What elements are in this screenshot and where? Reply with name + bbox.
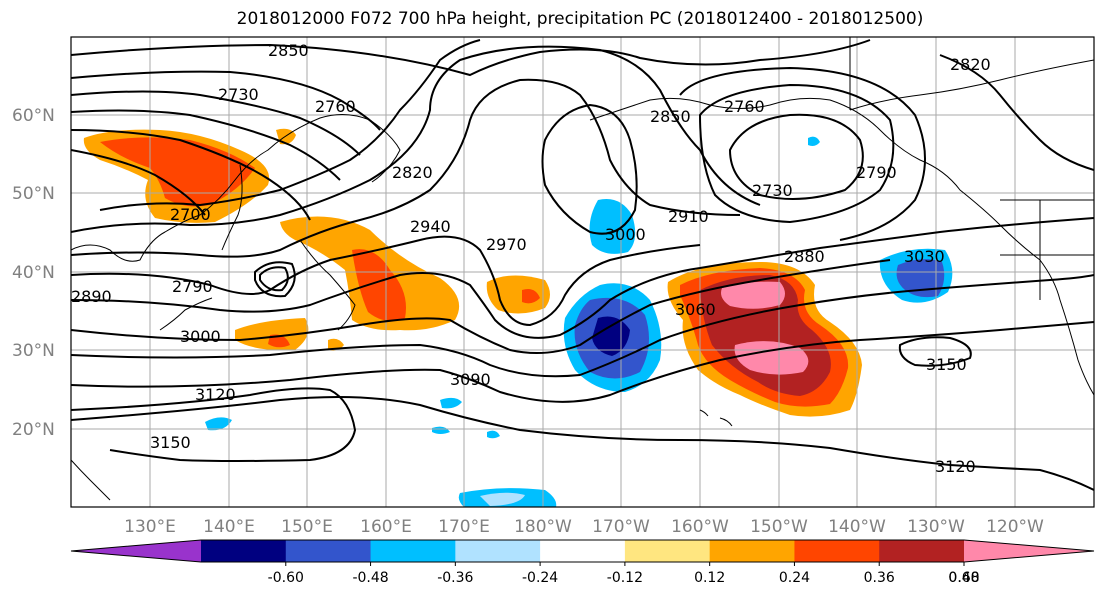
lon-label: 170°E: [438, 517, 490, 537]
colorbar-extend-low: [71, 540, 201, 562]
colorbar-tick-label: 0.60: [948, 570, 979, 586]
colorbar-segment: [879, 540, 965, 562]
contour-label: 3000: [605, 225, 646, 244]
precip-negative-central: [589, 199, 636, 254]
lat-label: 60°N: [12, 106, 55, 126]
plot-border: [70, 36, 1095, 508]
contour-label: 2820: [950, 55, 991, 74]
contour-label: 2940: [410, 217, 451, 236]
lon-label: 180°W: [514, 517, 572, 537]
lon-label: 130°W: [907, 517, 965, 537]
contour-label: 2790: [856, 163, 897, 182]
colorbar-tick-label: -0.48: [352, 570, 388, 586]
contour-label: 2820: [392, 163, 433, 182]
colorbar-tick-label: 0.12: [694, 570, 725, 586]
lat-label: 30°N: [12, 341, 55, 361]
contour-label: 2790: [172, 277, 213, 296]
contour-label: 3090: [450, 370, 491, 389]
lat-label: 40°N: [12, 263, 55, 283]
colorbar-segment: [285, 540, 372, 562]
map-plot-area: 2850 2730 2760 2820 2700 2940 2970 2790 …: [71, 37, 1094, 507]
colorbar-tick-label: 0.24: [779, 570, 810, 586]
lon-label: 160°E: [360, 517, 412, 537]
lon-label: 140°W: [828, 517, 886, 537]
lon-label: 150°E: [281, 517, 333, 537]
contour-label: 2730: [218, 85, 259, 104]
contour-label: 2850: [268, 41, 309, 60]
contour-label: 3060: [675, 300, 716, 319]
lon-label: 150°W: [750, 517, 808, 537]
contour-label: 3120: [195, 385, 236, 404]
lat-label: 20°N: [12, 420, 55, 440]
lon-label: 140°E: [203, 517, 255, 537]
contour-label: 2850: [650, 107, 691, 126]
lon-label: 170°W: [592, 517, 650, 537]
lon-label: 160°W: [671, 517, 729, 537]
contour-label: 3150: [150, 433, 191, 452]
height-contours: [71, 39, 1094, 491]
longitude-labels: 130°E 140°E 150°E 160°E 170°E 180°W 170°…: [124, 517, 1044, 537]
contour-label: 2910: [668, 207, 709, 226]
contour-label: 3000: [180, 327, 221, 346]
colorbar-tick-label: -0.24: [522, 570, 558, 586]
contour-label: 2700: [170, 205, 211, 224]
contour-label: 2970: [486, 235, 527, 254]
precip-shading: [83, 128, 953, 507]
colorbar-segment: [709, 540, 795, 562]
colorbar-segment: [794, 540, 880, 562]
latitude-labels: 60°N 50°N 40°N 30°N 20°N: [12, 106, 55, 440]
colorbar-outline: [70, 539, 1095, 563]
colorbar-segment: [455, 540, 541, 562]
colorbar-extend-high: [964, 540, 1094, 562]
contour-label: 2760: [724, 97, 765, 116]
contour-label: 3030: [904, 247, 945, 266]
contour-label: 2730: [752, 181, 793, 200]
map-title: 2018012000 F072 700 hPa height, precipit…: [236, 9, 924, 29]
colorbar-segment: [201, 540, 287, 562]
contour-labels: 2850 2730 2760 2820 2700 2940 2970 2790 …: [71, 41, 991, 476]
colorbar-tick-label: -0.36: [437, 570, 473, 586]
colorbar-segment: [540, 540, 626, 562]
colorbar-tick-label: -0.60: [268, 570, 304, 586]
colorbar-tick-label: 0.36: [864, 570, 895, 586]
lon-label: 120°W: [986, 517, 1044, 537]
colorbar-segment: [624, 540, 711, 562]
colorbar-segment: [370, 540, 456, 562]
contour-label: 3150: [926, 355, 967, 374]
lon-label: 130°E: [124, 517, 176, 537]
contour-label: 2760: [315, 97, 356, 116]
contour-label: 3120: [935, 457, 976, 476]
colorbar: -0.60 -0.48 -0.36 -0.24 -0.12 0.12 0.24 0.36 0.4…: [70, 539, 1095, 586]
contour-label: 2880: [784, 247, 825, 266]
colorbar-tick-label: 0.48: [948, 570, 979, 586]
colorbar-tick-label: -0.12: [607, 570, 643, 586]
contour-label: 2890: [71, 287, 112, 306]
lat-label: 50°N: [12, 184, 55, 204]
